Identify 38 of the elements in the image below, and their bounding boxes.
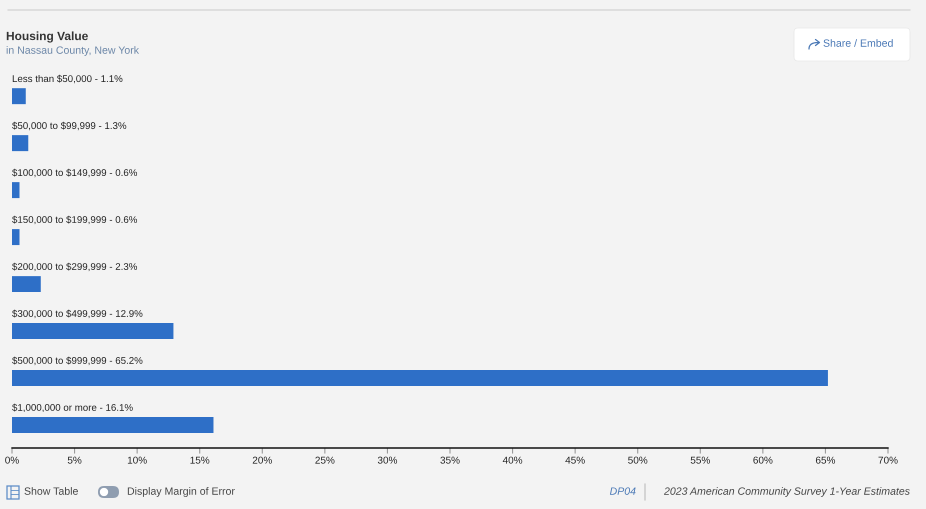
category-label: $50,000 to $99,999 - 1.3% <box>12 122 126 130</box>
chart-title: Housing Value <box>6 31 88 43</box>
x-tick-label: 35% <box>440 456 460 464</box>
category-label: $1,000,000 or more - 16.1% <box>12 404 133 412</box>
chart-subtitle: in Nassau County, New York <box>6 46 140 56</box>
x-tick-label: 10% <box>128 456 147 464</box>
bar <box>12 135 28 152</box>
x-tick-label: 15% <box>190 456 210 464</box>
bar <box>12 88 26 104</box>
x-tick-label: 45% <box>565 456 585 464</box>
category-label: $200,000 to $299,999 - 2.3% <box>12 262 138 272</box>
bar <box>12 182 20 198</box>
category-label: $300,000 to $499,999 - 12.9% <box>12 310 142 318</box>
category-label: $500,000 to $999,999 - 65.2% <box>12 356 142 366</box>
x-tick-label: 65% <box>816 456 836 464</box>
text: DP04 <box>610 487 636 495</box>
category-label: $100,000 to $149,999 - 0.6% <box>12 168 138 178</box>
x-tick-label: 50% <box>628 456 648 464</box>
bar <box>12 229 20 246</box>
category-label: Less than $50,000 - 1.1% <box>12 74 122 84</box>
bar <box>12 370 828 386</box>
x-tick-label: 60% <box>753 456 773 464</box>
category-label: $150,000 to $199,999 - 0.6% <box>12 216 138 224</box>
x-tick-label: 0% <box>5 456 19 464</box>
bar <box>12 323 174 340</box>
x-tick-label: 25% <box>315 456 335 464</box>
bar <box>12 417 214 433</box>
x-tick-label: 30% <box>378 456 398 464</box>
x-tick-label: 5% <box>68 456 82 464</box>
x-tick-label: 40% <box>502 456 522 464</box>
x-tick-label: 55% <box>690 456 710 464</box>
x-tick-label: 20% <box>252 456 272 464</box>
bar <box>12 276 41 292</box>
text: Display Margin of Error <box>128 487 235 497</box>
text: Show Table <box>24 487 78 495</box>
text: Share / Embed <box>823 39 893 47</box>
x-tick-label: 70% <box>878 456 898 464</box>
text: 2023 American Community Survey 1-Year Estimates <box>664 487 910 497</box>
